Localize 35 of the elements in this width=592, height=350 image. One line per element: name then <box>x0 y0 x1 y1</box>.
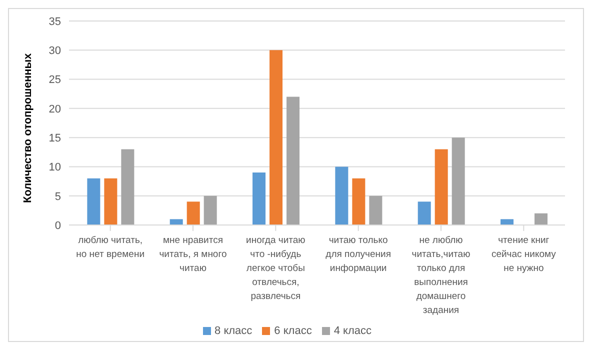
legend-label: 4 класс <box>334 325 372 337</box>
legend-label: 8 класс <box>214 325 252 337</box>
bar <box>286 96 300 225</box>
y-axis-title: Количество отопрошенных <box>22 52 34 203</box>
x-tick-label: чтение книг сейчас никому не нужно <box>491 235 556 274</box>
y-tick-label: 30 <box>48 45 61 58</box>
x-tick-label: люблю читать, но нет времени <box>76 235 145 260</box>
bar <box>270 50 283 225</box>
bar <box>352 178 366 225</box>
y-tick-label: 5 <box>54 190 61 203</box>
bar <box>434 149 448 225</box>
x-tick-label: иногда читаю что -нибудь легкое чтобы отвлечься, развлечься <box>246 235 306 302</box>
bar <box>500 219 514 225</box>
legend-label: 6 класс <box>274 325 312 337</box>
bar <box>452 138 465 225</box>
x-tick-label: мне нравится читать, я много читаю <box>159 235 227 274</box>
bar <box>335 166 348 225</box>
y-tick-label: 0 <box>54 220 61 232</box>
y-tick-label: 35 <box>48 16 61 28</box>
y-tick-label: 25 <box>48 74 61 86</box>
bar <box>104 178 118 225</box>
bar <box>170 219 183 225</box>
x-tick-label: читаю только для получения информации <box>326 235 391 274</box>
y-tick-label: 15 <box>48 132 61 144</box>
y-tick-label: 20 <box>48 103 61 116</box>
y-tick-label: 10 <box>48 162 61 174</box>
bar <box>369 196 382 225</box>
x-tick-label: не люблю читать,читаю только для выполнения домашнего задания <box>412 235 470 316</box>
bar <box>534 213 548 225</box>
bar <box>186 202 200 225</box>
bar <box>204 196 217 225</box>
bar <box>87 178 100 225</box>
bar <box>418 202 431 225</box>
bar <box>252 172 266 225</box>
bar <box>121 149 134 225</box>
